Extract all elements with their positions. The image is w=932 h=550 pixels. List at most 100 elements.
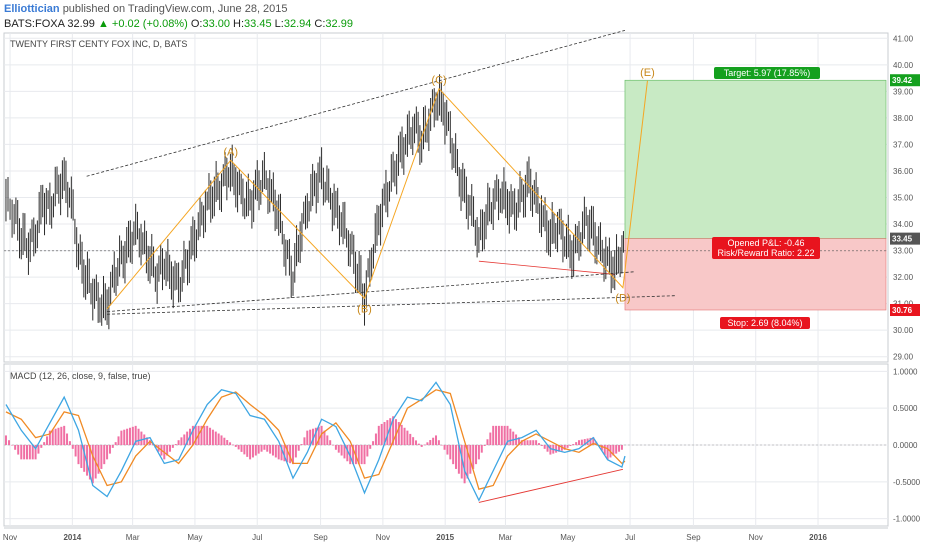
histogram-bar — [220, 435, 223, 445]
histogram-bar — [409, 433, 412, 445]
histogram-bar — [383, 422, 386, 445]
histogram-bar — [300, 444, 303, 445]
histogram-bar — [14, 445, 17, 450]
histogram-bar — [257, 445, 260, 454]
histogram-bar — [266, 445, 269, 452]
histogram-bar — [100, 445, 103, 469]
author-link[interactable]: Elliottician — [4, 3, 60, 15]
histogram-bar — [497, 425, 500, 445]
wave-label: (E) — [640, 67, 655, 79]
low-value: 32.94 — [283, 18, 312, 30]
histogram-bar — [88, 445, 91, 480]
histogram-bar — [249, 445, 252, 460]
histogram-bar — [312, 428, 315, 445]
histogram-bar — [455, 445, 458, 469]
histogram-bar — [420, 445, 423, 447]
histogram-bar — [171, 445, 174, 448]
histogram-bar — [71, 445, 74, 449]
price-tick-label: 40.00 — [893, 61, 914, 70]
histogram-bar — [131, 426, 134, 445]
histogram-bar — [291, 445, 294, 465]
histogram-bar — [177, 440, 180, 445]
histogram-bar — [8, 440, 11, 445]
target-badge-bg — [714, 67, 820, 79]
histogram-bar — [449, 445, 452, 460]
histogram-bar — [166, 445, 169, 456]
histogram-bar — [97, 445, 100, 474]
histogram-bar — [374, 433, 377, 445]
histogram-bar — [137, 428, 140, 445]
histogram-bar — [48, 430, 51, 445]
histogram-bar — [475, 445, 478, 465]
histogram-bar — [306, 430, 309, 445]
close-value: 32.99 — [325, 18, 353, 30]
histogram-bar — [446, 445, 449, 455]
histogram-bar — [377, 425, 380, 445]
histogram-bar — [615, 445, 618, 454]
histogram-bar — [286, 445, 289, 463]
histogram-bar — [123, 429, 126, 445]
histogram-bar — [289, 445, 292, 464]
time-tick-label: Nov — [376, 533, 390, 542]
histogram-bar — [43, 442, 46, 445]
change-value: +0.02 (+0.08%) — [111, 18, 188, 30]
histogram-bar — [66, 433, 69, 445]
time-tick-label: Jul — [252, 533, 262, 542]
histogram-bar — [246, 445, 249, 457]
histogram-bar — [323, 430, 326, 445]
histogram-bar — [140, 431, 143, 445]
histogram-bar — [386, 420, 389, 445]
macd-tick-label: -1.0000 — [893, 515, 921, 524]
histogram-bar — [432, 437, 435, 445]
stop-price-tag-bg — [890, 303, 920, 316]
target-badge: Target: 5.97 (17.85%) — [714, 67, 820, 79]
histogram-bar — [480, 445, 483, 453]
histogram-bar — [134, 425, 137, 445]
histogram-bar — [309, 429, 312, 445]
macd-tick-label: 0.0000 — [893, 441, 918, 450]
histogram-bar — [426, 442, 429, 445]
time-tick-label: Mar — [126, 533, 140, 542]
upper-trendline — [86, 29, 626, 177]
price-bars — [5, 74, 624, 330]
histogram-bar — [269, 445, 272, 454]
stop-badge: Stop: 2.69 (8.04%) — [720, 317, 810, 329]
price-tick-label: 37.00 — [893, 140, 914, 149]
histogram-bar — [512, 431, 515, 445]
histogram-bar — [200, 425, 203, 445]
histogram-bar — [106, 445, 109, 460]
histogram-bar — [229, 442, 232, 445]
low-label: L: — [274, 18, 284, 30]
histogram-bar — [486, 439, 489, 445]
histogram-bar — [543, 445, 546, 449]
histogram-bar — [612, 445, 615, 456]
histogram-bar — [540, 445, 543, 446]
histogram-bar — [394, 419, 397, 445]
histogram-bar — [240, 445, 243, 452]
histogram-bar — [146, 437, 149, 445]
price-tick-label: 35.00 — [893, 194, 914, 203]
histogram-bar — [532, 440, 535, 445]
histogram-bar — [563, 445, 566, 450]
quote-line: BATS:FOXA 32.99 ▲ +0.02 (+0.08%) O:33.00… — [4, 18, 353, 30]
histogram-bar — [54, 428, 57, 445]
open-value: 33.00 — [202, 18, 230, 30]
price-tick-label: 34.00 — [893, 220, 914, 229]
histogram-bar — [186, 431, 189, 445]
price-tick-label: 38.00 — [893, 114, 914, 123]
price-tick-label: 41.00 — [893, 34, 914, 43]
histogram-bar — [572, 444, 575, 445]
histogram-bar — [17, 445, 20, 455]
time-tick-label: Sep — [313, 533, 328, 542]
histogram-bar — [34, 445, 37, 460]
price-tick-label: 39.00 — [893, 87, 914, 96]
histogram-bar — [537, 443, 540, 445]
target-price-tag: 39.42 — [892, 76, 913, 85]
histogram-bar — [363, 445, 366, 465]
histogram-bar — [277, 445, 280, 460]
histogram-bar — [169, 445, 172, 452]
entry-price-tag-bg — [890, 232, 920, 245]
pl-badge-text: Opened P&L: -0.46 — [727, 238, 804, 248]
histogram-bar — [346, 445, 349, 462]
